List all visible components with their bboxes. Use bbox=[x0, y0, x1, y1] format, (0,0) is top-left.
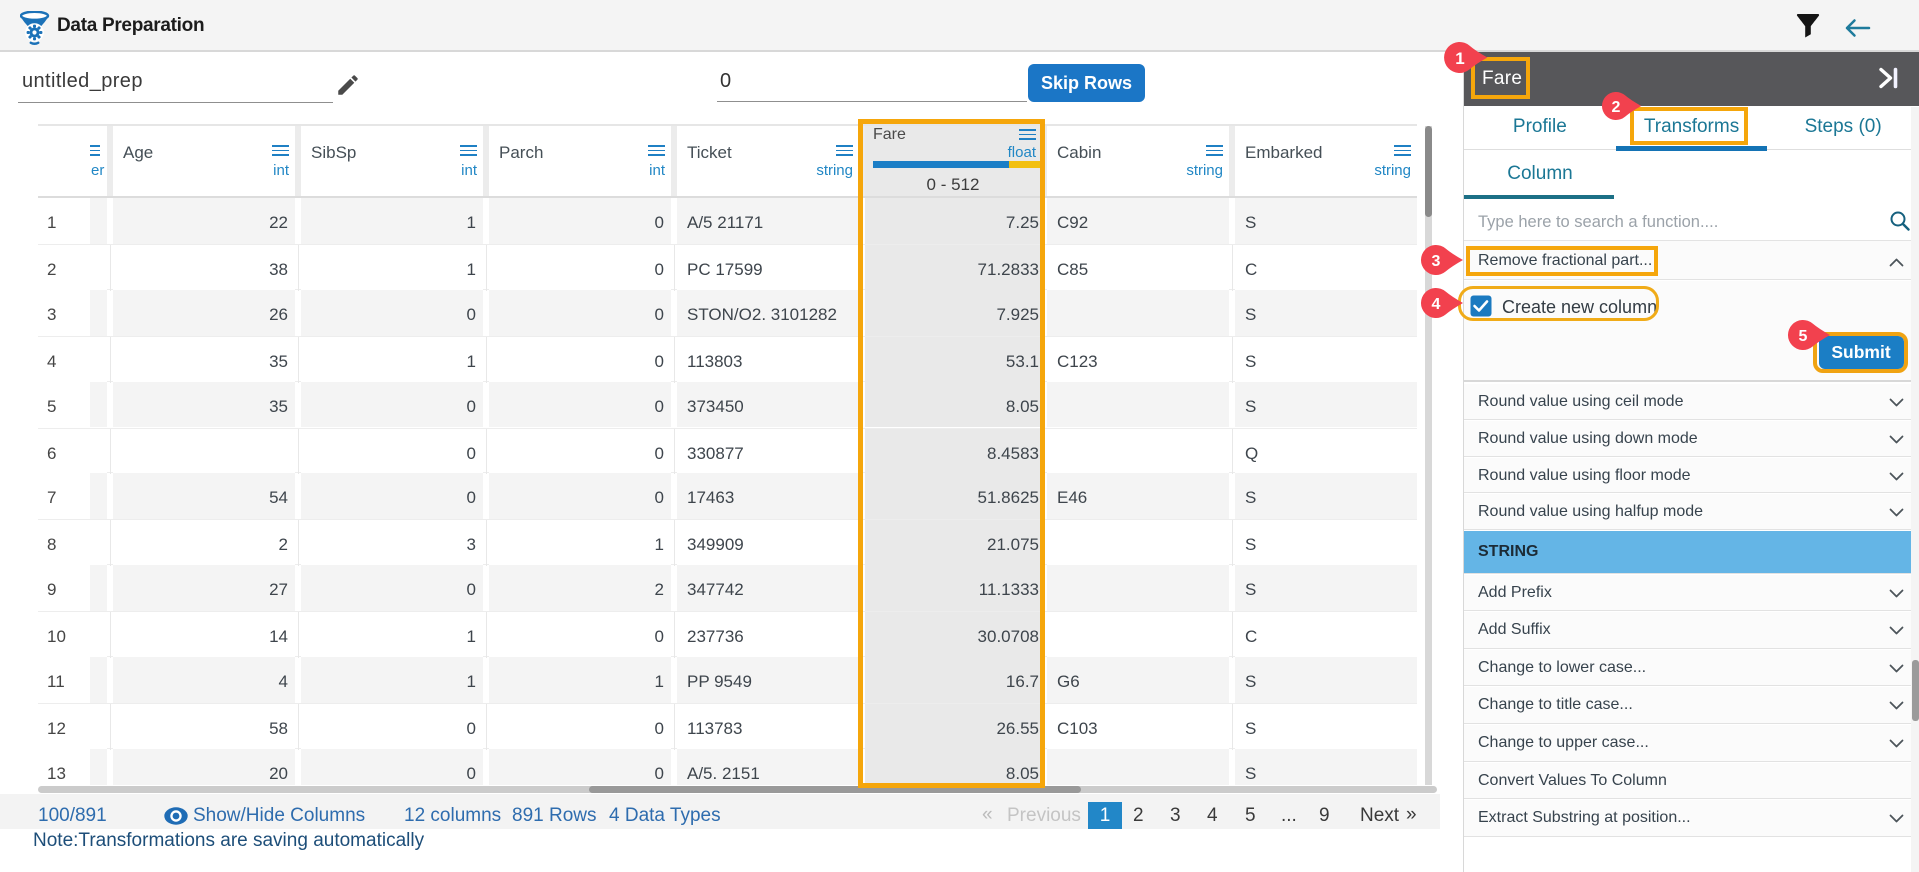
svg-text:3: 3 bbox=[1432, 253, 1441, 270]
svg-text:4: 4 bbox=[1432, 296, 1441, 313]
svg-text:1: 1 bbox=[1455, 49, 1464, 68]
svg-text:2: 2 bbox=[1612, 99, 1621, 116]
svg-text:5: 5 bbox=[1799, 328, 1808, 345]
